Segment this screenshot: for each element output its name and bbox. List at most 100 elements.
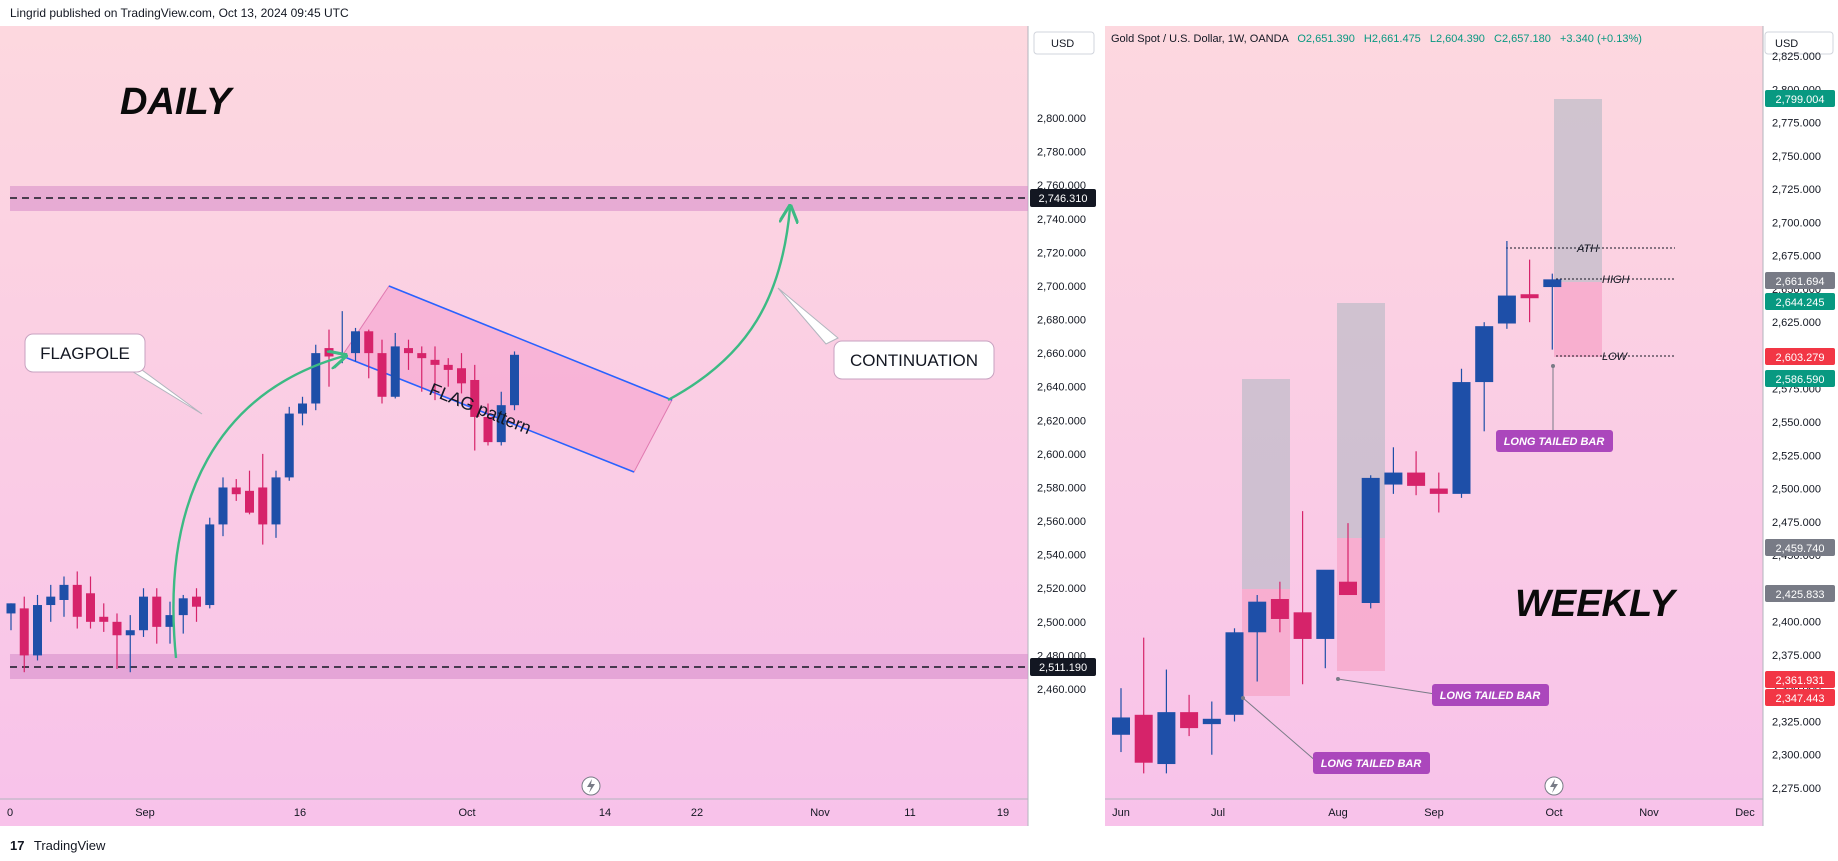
connector-1 — [1242, 697, 1318, 763]
daily-chart-panel[interactable]: FLAGPOLE CONTINUATION FLAG pattern DAILY… — [0, 26, 1099, 826]
ath-label: ATH — [1576, 243, 1598, 255]
long-tailed-text-2: LONG TAILED BAR — [1440, 690, 1541, 702]
candle-body — [430, 359, 440, 365]
x-tick-label: 0 — [7, 807, 13, 819]
candle-body — [1543, 279, 1562, 288]
y-tick-label: 2,700.000 — [1037, 281, 1086, 293]
daily-candles — [6, 311, 519, 673]
currency-button[interactable] — [1033, 31, 1095, 55]
y-tick-label: 2,680.000 — [1037, 315, 1086, 327]
daily-y-axis: 2,800.0002,780.0002,760.0002,740.0002,72… — [1037, 113, 1086, 696]
weekly-price-tags: 2,799.004 2,661.694 2,644.245 2,603.279 2,58… — [1765, 90, 1835, 706]
y-tick-label: 2,375.000 — [1772, 650, 1821, 662]
legend-symbol: Gold Spot / U.S. Dollar, 1W, OANDA — [1111, 33, 1290, 45]
candle-body — [1134, 714, 1153, 763]
flagpole-label: FLAGPOLE — [40, 344, 130, 363]
currency-button[interactable] — [1764, 31, 1834, 55]
continuation-label: CONTINUATION — [850, 351, 978, 370]
candle-body — [311, 353, 321, 404]
y-tick-label: 2,800.000 — [1037, 113, 1086, 125]
candle-body — [1339, 581, 1357, 596]
plot-background — [1105, 26, 1763, 826]
candle-body — [337, 353, 347, 355]
flagpole-arrow — [172, 356, 344, 659]
candle-body — [99, 616, 109, 622]
candle-body — [231, 487, 241, 495]
price-tag-text: 2,799.004 — [1776, 94, 1825, 106]
y-tick-label: 2,580.000 — [1037, 482, 1086, 494]
candle-body — [112, 621, 122, 636]
connector-dot — [1551, 364, 1555, 368]
lightning-icon-glyph — [1550, 779, 1558, 793]
candle-body — [139, 596, 148, 631]
candle-body — [298, 403, 307, 414]
price-tag-text: 2,361.931 — [1776, 675, 1825, 687]
candle-body — [178, 598, 188, 616]
candle-body — [6, 603, 16, 614]
candle-body — [245, 490, 254, 513]
projection-box-1-upper — [1242, 379, 1290, 589]
candle-body — [1293, 612, 1312, 639]
price-tag — [1765, 348, 1835, 365]
daily-chart[interactable]: FLAGPOLE CONTINUATION FLAG pattern DAILY… — [0, 26, 1099, 826]
weekly-x-axis: Jun Jul Aug Sep Oct Nov Dec — [1112, 807, 1755, 819]
candle-body — [1407, 472, 1426, 486]
price-tag — [1765, 272, 1835, 289]
y-tick-label: 2,750.000 — [1772, 151, 1821, 163]
legend-low: L2,604.390 — [1430, 33, 1485, 45]
candle-body — [86, 593, 95, 622]
weekly-chart[interactable]: Gold Spot / U.S. Dollar, 1W, OANDA O2,65… — [1105, 26, 1838, 826]
connector-dot — [1336, 677, 1340, 681]
y-tick-label: 2,550.000 — [1772, 417, 1821, 429]
long-tailed-text-3: LONG TAILED BAR — [1504, 436, 1605, 448]
candle-body — [165, 615, 175, 627]
y-tick-label: 2,600.000 — [1037, 449, 1086, 461]
candle-body — [324, 348, 334, 357]
candle-body — [59, 584, 69, 600]
weekly-chart-panel[interactable]: Gold Spot / U.S. Dollar, 1W, OANDA O2,65… — [1105, 26, 1838, 826]
y-tick-label: 2,675.000 — [1772, 251, 1821, 263]
x-tick-label: Nov — [810, 807, 830, 819]
projection-box-3-upper — [1554, 99, 1602, 282]
weekly-title: WEEKLY — [1515, 583, 1678, 625]
candle-body — [1157, 712, 1176, 765]
daily-title: DAILY — [120, 81, 235, 123]
candle-body — [1497, 295, 1516, 324]
price-axis-background — [1028, 26, 1099, 826]
y-tick-label: 2,275.000 — [1772, 783, 1821, 795]
y-tick-label: 2,460.000 — [1037, 684, 1086, 696]
candle-body — [457, 368, 466, 384]
candle-body — [1361, 477, 1380, 604]
price-tag-lower-text: 2,511.190 — [1039, 662, 1087, 674]
currency-label[interactable]: USD — [1775, 38, 1798, 50]
candle-body — [1384, 472, 1403, 485]
price-tag-text: 2,347.443 — [1776, 693, 1825, 705]
weekly-candles — [1112, 240, 1562, 774]
candle-body — [1316, 569, 1335, 639]
x-tick-label: Nov — [1639, 807, 1659, 819]
y-tick-label: 2,775.000 — [1772, 118, 1821, 130]
tradingview-logo[interactable]: 17 — [10, 838, 25, 853]
y-tick-label: 2,720.000 — [1037, 247, 1086, 259]
price-tag-text: 2,661.694 — [1776, 276, 1825, 288]
candle-body — [417, 353, 427, 359]
currency-label[interactable]: USD — [1051, 38, 1074, 50]
y-tick-label: 2,640.000 — [1037, 382, 1086, 394]
x-tick-label: Oct — [458, 807, 475, 819]
candle-body — [470, 379, 480, 417]
candle-body — [19, 608, 29, 656]
candle-body — [125, 630, 135, 636]
legend: Gold Spot / U.S. Dollar, 1W, OANDA O2,65… — [1111, 33, 1642, 45]
candle-body — [284, 413, 294, 478]
price-tag-lower — [1030, 658, 1096, 676]
long-tailed-label-3 — [1496, 430, 1613, 452]
price-tag-text: 2,459.740 — [1776, 543, 1825, 555]
projection-box-3-lower — [1554, 282, 1602, 357]
footer-bar: 17 TradingView — [0, 831, 1838, 861]
long-tailed-text-1: LONG TAILED BAR — [1321, 758, 1422, 770]
continuation-pointer — [777, 287, 839, 345]
connector-2 — [1337, 678, 1436, 695]
candle-body — [1452, 382, 1471, 494]
x-tick-label: 22 — [691, 807, 703, 819]
price-tag — [1765, 671, 1835, 688]
